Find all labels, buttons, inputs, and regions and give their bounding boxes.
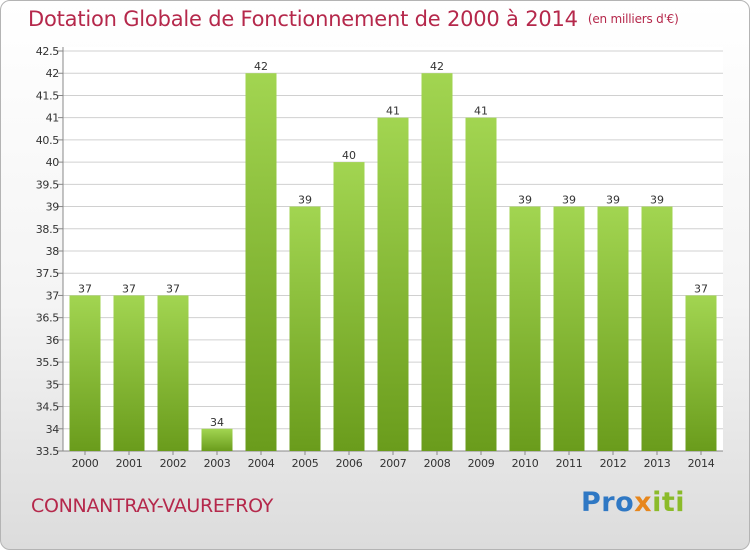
y-tick-label: 35 [46,378,60,391]
logo-part-3: iti [652,487,685,518]
y-tick-label: 39.5 [36,178,60,191]
bar [465,117,497,452]
bar [509,206,541,451]
y-tick-label: 34 [46,423,60,436]
proxiti-logo[interactable]: Proxiti [581,487,685,518]
data-label: 39 [298,194,312,207]
logo-part-1: Pro [581,487,635,518]
bars [69,73,717,452]
x-tick-label: 2014 [688,457,715,470]
chart-title: Dotation Globale de Fonctionnement de 20… [28,7,679,31]
data-label: 42 [430,60,444,73]
data-label: 37 [78,282,92,295]
y-tick-label: 42.5 [36,45,60,58]
y-tick-label: 37 [46,289,60,302]
x-tick-label: 2012 [600,457,627,470]
y-tick-label: 38 [46,245,60,258]
y-tick-label: 33.5 [36,445,60,458]
data-label: 37 [166,282,180,295]
x-tick-label: 2005 [292,457,319,470]
bar [113,295,145,451]
data-label: 37 [122,282,136,295]
data-label: 40 [342,149,356,162]
unit-subtitle: (en milliers d'€) [587,12,679,26]
x-tick-label: 2007 [380,457,407,470]
axes: 33.5 34 34.5 35 35.5 36 36.5 37 37.5 38 38.5 39 39.5… [36,45,723,470]
x-tick-label: 2009 [468,457,495,470]
bar [69,295,101,451]
x-tick-label: 2013 [644,457,671,470]
bar [421,73,453,451]
y-tick-label: 38.5 [36,223,60,236]
bar [641,206,673,451]
data-label: 39 [606,194,620,207]
bar [597,206,629,451]
logo-part-2: x [634,487,653,518]
bar [377,117,409,452]
x-tick-label: 2004 [248,457,275,470]
labels: 37 37 37 34 42 39 40 41 42 41 39 39 39 39 37 [78,60,708,429]
y-tick-label: 39 [46,201,60,214]
data-label: 41 [474,105,488,118]
x-tick-label: 2011 [556,457,583,470]
x-tick-label: 2001 [116,457,143,470]
y-tick-label: 35.5 [36,356,60,369]
bar [289,206,321,451]
x-tick-label: 2006 [336,457,363,470]
x-tick-label: 2002 [160,457,187,470]
x-tick-label: 2008 [424,457,451,470]
x-tick-label: 2003 [204,457,231,470]
y-tick-label: 40.5 [36,134,60,147]
bar [157,295,189,451]
x-tick-label: 2010 [512,457,539,470]
y-tick-label: 41.5 [36,89,60,102]
data-label: 39 [650,194,664,207]
data-label: 37 [694,282,708,295]
y-tick-label: 34.5 [36,401,60,414]
bar [685,295,717,451]
x-tick-label: 2000 [72,457,99,470]
data-label: 39 [518,194,532,207]
y-tick-label: 41 [46,112,59,125]
y-tick-label: 37.5 [36,267,60,280]
bar [553,206,585,451]
bar [333,162,365,451]
y-tick-label: 36 [46,334,60,347]
data-label: 34 [210,416,224,429]
data-label: 42 [254,60,268,73]
title-text: Dotation Globale de Fonctionnement de 20… [28,7,578,31]
bar [201,428,233,451]
commune-name: CONNANTRAY-VAUREFROY [31,495,274,517]
bar [245,73,277,451]
y-tick-label: 40 [46,156,60,169]
y-tick-label: 42 [46,67,59,80]
data-label: 41 [386,105,400,118]
y-tick-label: 36.5 [36,312,60,325]
data-label: 39 [562,194,576,207]
